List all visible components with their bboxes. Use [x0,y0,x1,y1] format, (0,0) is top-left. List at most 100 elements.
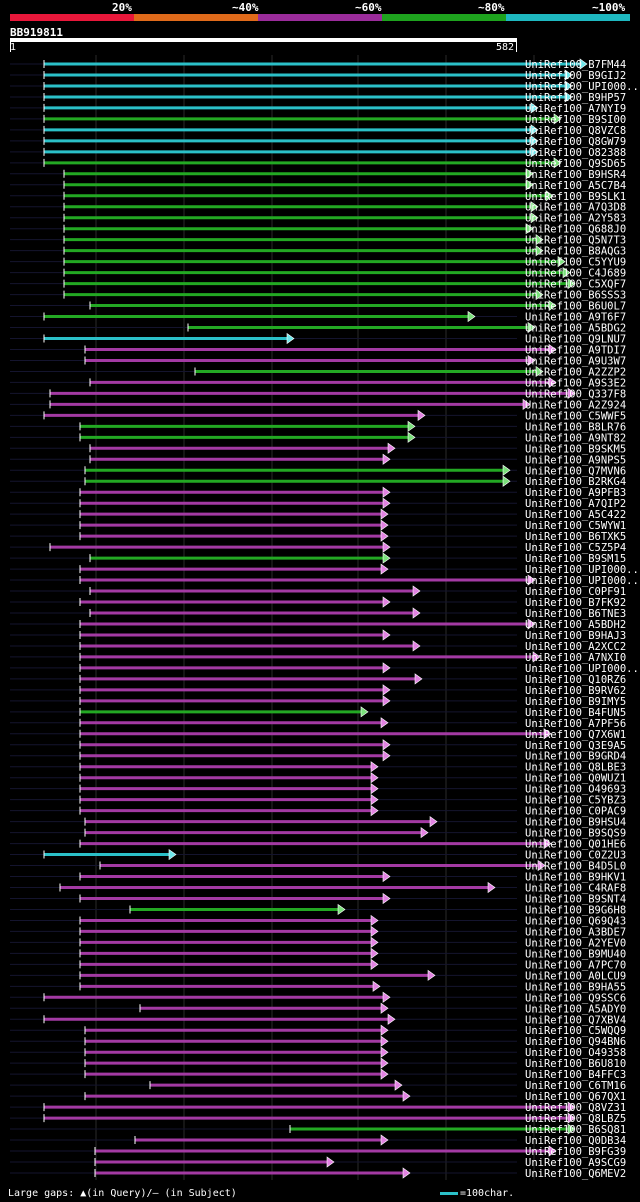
hit-row[interactable]: UniRef100_A5BDH2 [10,618,626,631]
hit-row[interactable]: UniRef100_B6SQ81 [10,1123,626,1136]
hit-label[interactable]: UniRef100_C0PF91 [525,586,626,598]
hit-row[interactable]: UniRef100_B9MU40 [10,947,626,960]
hit-label[interactable]: UniRef100_A5BDG2 [525,323,626,335]
hit-row[interactable]: UniRef100_A7NYI9 [10,102,626,115]
hit-label[interactable]: UniRef100_B6SSS3 [525,290,626,302]
hit-row[interactable]: UniRef100_A7QIP2 [10,497,626,510]
hit-row[interactable]: UniRef100_C5YBZ3 [10,794,626,807]
hit-label[interactable]: UniRef100_A9PFB3 [525,487,626,499]
hit-label[interactable]: UniRef100_B9G6H8 [525,904,626,916]
hit-row[interactable]: UniRef100_UPI000.. [10,563,639,576]
hit-row[interactable]: UniRef100_B9HSR4 [10,168,626,181]
hit-label[interactable]: UniRef100_Q3E9A5 [525,740,626,752]
hit-row[interactable]: UniRef100_A9T6F7 [10,310,626,324]
hit-row[interactable]: UniRef100_B8LR76 [10,420,626,433]
hit-label[interactable]: UniRef100_A5ADY0 [525,1003,626,1015]
hit-label[interactable]: UniRef100_A2Z924 [525,399,626,411]
hit-label[interactable]: UniRef100_Q7X6W1 [525,729,626,741]
hit-label[interactable]: UniRef100_B8LR76 [525,421,626,433]
hit-row[interactable]: UniRef100_C5XQF7 [10,278,626,291]
hit-label[interactable]: UniRef100_Q67QX1 [525,1091,626,1103]
hit-label[interactable]: UniRef100_A9U3W7 [525,355,626,367]
hit-row[interactable]: UniRef100_B9SKM5 [10,442,626,455]
hit-row[interactable]: UniRef100_UPI000.. [10,80,639,93]
hit-label[interactable]: UniRef100_C0Z2U3 [525,850,626,862]
hit-row[interactable]: UniRef100_B8AQG3 [10,245,626,258]
hit-label[interactable]: UniRef100_A7NYI9 [525,103,626,115]
hit-label[interactable]: UniRef100_B9SLK1 [525,191,626,203]
hit-label[interactable]: UniRef100_A7PC70 [525,959,626,971]
hit-label[interactable]: UniRef100_A9TDI7 [525,344,626,356]
hit-row[interactable]: UniRef100_Q0DB34 [10,1134,626,1147]
hit-row[interactable]: UniRef100_UPI000.. [10,574,639,587]
hit-label[interactable]: UniRef100_UPI000.. [525,575,639,587]
hit-label[interactable]: UniRef100_Q8VZC8 [525,125,626,137]
hit-row[interactable]: UniRef100_C4RAF8 [10,881,626,895]
hit-label[interactable]: UniRef100_B7FK92 [525,597,626,609]
hit-row[interactable]: UniRef100_A3BDE7 [10,925,626,938]
hit-row[interactable]: UniRef100_A5BDG2 [10,321,626,335]
hit-label[interactable]: UniRef100_Q01HE6 [525,839,626,851]
hit-label[interactable]: UniRef100_Q9SSC6 [525,992,626,1004]
hit-row[interactable]: UniRef100_B6U0L7 [10,299,626,313]
hit-label[interactable]: UniRef100_B9HA55 [525,981,626,993]
hit-row[interactable]: UniRef100_C5WQQ9 [10,1024,626,1037]
hit-row[interactable]: UniRef100_A9S3E2 [10,376,626,389]
hit-label[interactable]: UniRef100_B9HSU4 [525,817,626,829]
hit-label[interactable]: UniRef100_B6U810 [525,1058,626,1070]
hit-label[interactable]: UniRef100_C6TM16 [525,1080,626,1092]
hit-label[interactable]: UniRef100_B4FFC3 [525,1069,626,1081]
hit-label[interactable]: UniRef100_B9GIJ2 [525,70,626,82]
hit-row[interactable]: UniRef100_C4J689 [10,267,626,280]
hit-row[interactable]: UniRef100_B9GIJ2 [10,69,626,82]
hit-row[interactable]: UniRef100_B9HA55 [10,980,626,993]
hit-label[interactable]: UniRef100_B9IMY5 [525,696,626,708]
hit-label[interactable]: UniRef100_Q8VZ31 [525,1102,626,1114]
hit-row[interactable]: UniRef100_B6TNE3 [10,607,626,620]
hit-row[interactable]: UniRef100_B9HAJ3 [10,629,626,642]
hit-label[interactable]: UniRef100_Q8LBZ5 [525,1113,626,1125]
hit-row[interactable]: UniRef100_A5C7B4 [10,179,626,192]
hit-label[interactable]: UniRef100_B9SM15 [525,553,626,565]
hit-row[interactable]: UniRef100_Q5N7T3 [10,234,626,247]
hit-label[interactable]: UniRef100_UPI000.. [525,81,639,93]
hit-label[interactable]: UniRef100_B9HAJ3 [525,630,626,642]
hit-label[interactable]: UniRef100_A7PF56 [525,718,626,730]
hit-label[interactable]: UniRef100_A9T6F7 [525,312,626,324]
hit-label[interactable]: UniRef100_B2RKG4 [525,476,626,488]
hit-label[interactable]: UniRef100_B9MU40 [525,948,626,960]
hit-row[interactable]: UniRef100_Q3E9A5 [10,739,626,752]
hit-label[interactable]: UniRef100_A5C7B4 [525,180,626,192]
hit-row[interactable]: UniRef100_B4D5L0 [10,859,626,873]
hit-label[interactable]: UniRef100_B9HKV1 [525,872,626,884]
hit-row[interactable]: UniRef100_B9SNT4 [10,892,626,905]
hit-row[interactable]: UniRef100_O49693 [10,783,626,796]
hit-row[interactable]: UniRef100_C0Z2U3 [10,848,626,862]
hit-label[interactable]: UniRef100_C4RAF8 [525,883,626,895]
hit-label[interactable]: UniRef100_Q5N7T3 [525,235,626,247]
hit-label[interactable]: UniRef100_C5YBZ3 [525,795,626,807]
hit-row[interactable]: UniRef100_A5C422 [10,508,626,521]
hit-label[interactable]: UniRef100_A9SCG9 [525,1157,626,1169]
hit-label[interactable]: UniRef100_B6SQ81 [525,1124,626,1136]
hit-row[interactable]: UniRef100_C5WYW1 [10,519,626,532]
hit-row[interactable]: UniRef100_C0PF91 [10,585,626,598]
hit-row[interactable]: UniRef100_B4FFC3 [10,1068,626,1081]
hit-row[interactable]: UniRef100_Q10RZ6 [10,673,626,686]
hit-row[interactable]: UniRef100_B7FM44 [10,58,626,71]
hit-label[interactable]: UniRef100_A0LCU9 [525,970,626,982]
hit-row[interactable]: UniRef100_C5WWF5 [10,409,626,422]
hit-label[interactable]: UniRef100_C4J689 [525,268,626,280]
hit-label[interactable]: UniRef100_B9FG39 [525,1146,626,1158]
hit-label[interactable]: UniRef100_A7Q3D8 [525,202,626,214]
hit-label[interactable]: UniRef100_B9RV62 [525,685,626,697]
hit-label[interactable]: UniRef100_Q0WUZ1 [525,773,626,785]
hit-row[interactable]: UniRef100_A9SCG9 [10,1156,626,1169]
hit-label[interactable]: UniRef100_UPI000.. [525,564,639,576]
hit-label[interactable]: UniRef100_Q69Q43 [525,915,626,927]
hit-row[interactable]: UniRef100_Q7X6W1 [10,728,626,741]
hit-row[interactable]: UniRef100_B9RV62 [10,684,626,697]
hit-row[interactable]: UniRef100_B9SM15 [10,552,626,565]
hit-row[interactable]: UniRef100_Q688J0 [10,223,626,236]
hit-label[interactable]: UniRef100_Q9SD65 [525,158,626,170]
